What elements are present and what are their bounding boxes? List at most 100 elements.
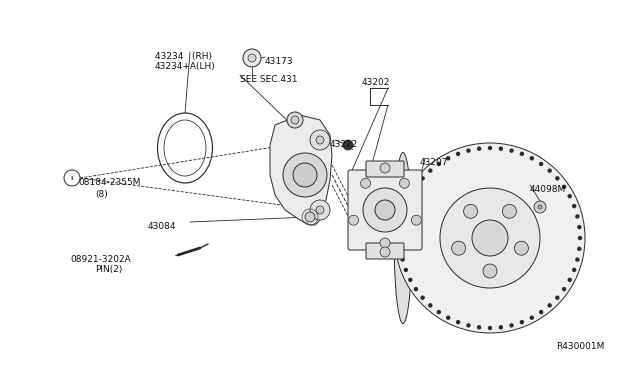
Circle shape (499, 147, 502, 150)
Circle shape (399, 226, 402, 229)
Circle shape (375, 200, 395, 220)
Text: 43202: 43202 (362, 78, 390, 87)
Circle shape (401, 258, 404, 261)
Circle shape (573, 205, 575, 208)
Text: PIN(2): PIN(2) (95, 265, 122, 274)
Circle shape (540, 311, 543, 314)
Circle shape (415, 288, 417, 291)
Circle shape (456, 321, 460, 324)
Circle shape (477, 326, 481, 329)
Text: 08921-3202A: 08921-3202A (70, 255, 131, 264)
Circle shape (440, 188, 540, 288)
Text: SEE SEC.431: SEE SEC.431 (240, 75, 298, 84)
Circle shape (531, 157, 533, 160)
Circle shape (556, 177, 559, 180)
Text: 08184-2355M: 08184-2355M (78, 178, 141, 187)
Circle shape (568, 195, 571, 198)
Text: 44098M: 44098M (530, 185, 566, 194)
Circle shape (467, 149, 470, 152)
Circle shape (520, 321, 524, 324)
Circle shape (399, 237, 401, 240)
Circle shape (456, 153, 460, 155)
Circle shape (579, 237, 582, 240)
Circle shape (429, 169, 432, 172)
Circle shape (363, 188, 407, 232)
Circle shape (437, 163, 440, 166)
Circle shape (349, 215, 358, 225)
Circle shape (477, 147, 481, 150)
Circle shape (447, 157, 450, 160)
Circle shape (404, 269, 407, 272)
Circle shape (421, 177, 424, 180)
Circle shape (472, 220, 508, 256)
Circle shape (380, 247, 390, 257)
Circle shape (563, 185, 566, 188)
FancyBboxPatch shape (366, 161, 404, 177)
Circle shape (576, 215, 579, 218)
FancyBboxPatch shape (366, 243, 404, 259)
Circle shape (248, 54, 256, 62)
Circle shape (463, 204, 477, 218)
Circle shape (531, 316, 533, 319)
Circle shape (578, 226, 581, 229)
Circle shape (510, 149, 513, 152)
Polygon shape (270, 115, 332, 225)
Circle shape (399, 178, 410, 188)
Circle shape (409, 278, 412, 281)
Ellipse shape (394, 153, 412, 324)
Circle shape (534, 201, 546, 213)
Circle shape (452, 241, 466, 255)
Text: 43222: 43222 (330, 140, 358, 149)
Text: 43084: 43084 (148, 222, 177, 231)
Circle shape (316, 206, 324, 214)
Circle shape (548, 169, 551, 172)
Circle shape (421, 296, 424, 299)
Circle shape (502, 204, 516, 218)
Circle shape (467, 324, 470, 327)
Circle shape (483, 264, 497, 278)
Circle shape (360, 178, 371, 188)
Text: 43234+A(LH): 43234+A(LH) (155, 62, 216, 71)
Circle shape (316, 136, 324, 144)
Circle shape (380, 163, 390, 173)
Circle shape (563, 288, 566, 291)
Circle shape (548, 304, 551, 307)
Circle shape (291, 116, 299, 124)
Text: R430001M: R430001M (556, 342, 604, 351)
Circle shape (343, 140, 353, 150)
FancyBboxPatch shape (348, 170, 422, 250)
Circle shape (409, 195, 412, 198)
Circle shape (540, 163, 543, 166)
Text: (8): (8) (95, 190, 108, 199)
Circle shape (510, 324, 513, 327)
Circle shape (310, 130, 330, 150)
Circle shape (488, 147, 492, 150)
Circle shape (305, 212, 315, 222)
Circle shape (287, 112, 303, 128)
Circle shape (556, 296, 559, 299)
Circle shape (573, 269, 575, 272)
Circle shape (578, 247, 581, 250)
Circle shape (437, 311, 440, 314)
Circle shape (538, 205, 542, 209)
Text: 43234   (RH): 43234 (RH) (155, 52, 212, 61)
Circle shape (399, 247, 402, 250)
Text: 43173: 43173 (265, 57, 294, 66)
Circle shape (395, 143, 585, 333)
Circle shape (429, 304, 432, 307)
Circle shape (447, 316, 450, 319)
Circle shape (415, 185, 417, 188)
Circle shape (488, 327, 492, 330)
Circle shape (499, 326, 502, 329)
Circle shape (576, 258, 579, 261)
Circle shape (520, 153, 524, 155)
Circle shape (515, 241, 529, 255)
Circle shape (293, 163, 317, 187)
Circle shape (283, 153, 327, 197)
Circle shape (568, 278, 571, 281)
Text: II: II (70, 176, 74, 180)
Circle shape (310, 200, 330, 220)
Text: 43207: 43207 (420, 158, 449, 167)
Circle shape (401, 215, 404, 218)
Circle shape (412, 215, 421, 225)
